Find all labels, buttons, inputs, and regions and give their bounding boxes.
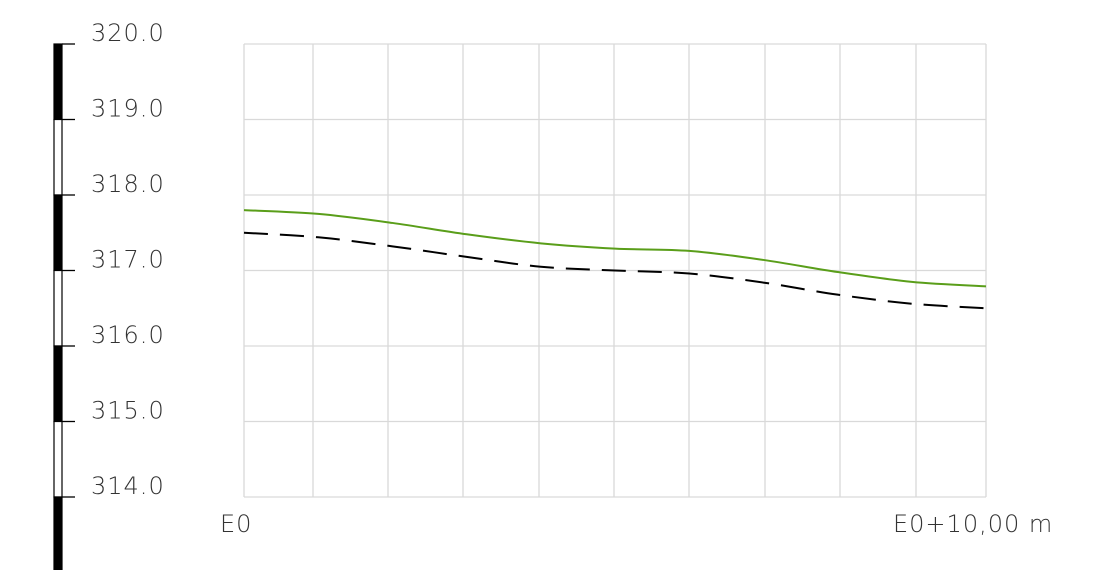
scale-segment-0 (53, 43, 63, 121)
y-tick-label-1: 315.0 (91, 397, 165, 425)
series-line-dashed (243, 231, 987, 310)
y-tick-label-6: 320.0 (91, 19, 165, 47)
series-line-green (243, 209, 987, 288)
chart-grid (243, 43, 987, 498)
y-tick-label-5: 319.0 (91, 95, 165, 123)
y-tick-label-2: 316.0 (91, 321, 165, 349)
y-tick-label-0: 314.0 (91, 472, 165, 500)
scale-segment-1 (53, 118, 63, 196)
x-tick-label-end: E0+10,00 m (893, 510, 1053, 538)
scale-segment-4 (53, 345, 63, 423)
x-tick-label-start: E0 (220, 510, 252, 538)
elevation-scale-bar (53, 43, 63, 570)
scale-segment-6 (53, 496, 63, 570)
y-tick-label-3: 317.0 (91, 246, 165, 274)
scale-segment-3 (53, 269, 63, 347)
y-axis-ticks: 314.0 315.0 316.0 317.0 318.0 319.0 320.0 (62, 19, 165, 500)
scale-segment-2 (53, 194, 63, 272)
y-tick-label-4: 318.0 (91, 170, 165, 198)
scale-segment-5 (53, 420, 63, 498)
chart-series (243, 209, 987, 310)
